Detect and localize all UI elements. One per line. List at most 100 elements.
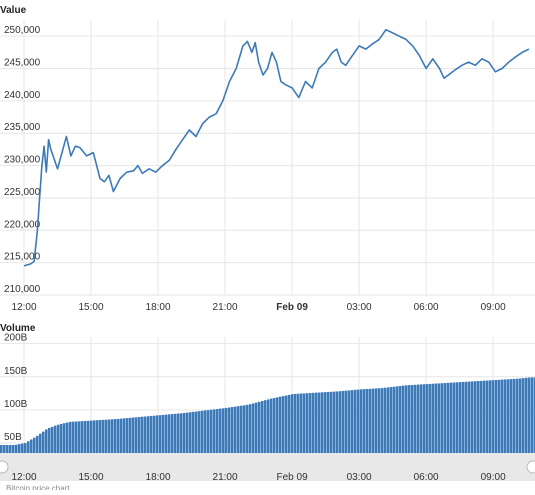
volume-bar <box>486 380 489 453</box>
volume-bar <box>369 388 372 453</box>
volume-bar <box>24 443 27 453</box>
volume-bar <box>522 378 525 453</box>
volume-bar <box>417 384 420 453</box>
volume-bar <box>252 403 255 453</box>
volume-bar <box>249 404 252 453</box>
volume-bar <box>438 383 441 453</box>
volume-bar <box>276 397 279 453</box>
volume-bar <box>510 379 513 453</box>
volume-bar <box>372 388 375 453</box>
price-x-tick-label: Feb 09 <box>276 302 308 313</box>
volume-bar <box>504 379 507 453</box>
price-y-tick-label: 240,000 <box>4 90 41 101</box>
volume-bar <box>366 389 369 453</box>
volume-bar <box>102 419 105 453</box>
volume-bar <box>231 407 234 453</box>
volume-bar <box>462 381 465 453</box>
volume-bar <box>480 380 483 453</box>
volume-bar <box>435 383 438 453</box>
volume-bar <box>189 412 192 453</box>
volume-bar <box>453 382 456 453</box>
volume-bar <box>471 381 474 453</box>
volume-bar <box>456 382 459 453</box>
volume-bar <box>357 389 360 453</box>
price-y-axis: 210,000 215,000 220,000 225,000 230,000 235,0… <box>4 25 41 295</box>
volume-bar <box>60 423 63 453</box>
volume-bar <box>42 431 45 453</box>
volume-bar <box>408 385 411 453</box>
volume-bar <box>18 444 21 453</box>
volume-bar <box>279 396 282 453</box>
volume-bar <box>321 392 324 453</box>
volume-bar <box>120 418 123 453</box>
volume-bar <box>183 412 186 453</box>
volume-bar <box>174 413 177 453</box>
price-series <box>23 28 530 267</box>
volume-bar <box>27 441 30 453</box>
volume-bar <box>459 382 462 453</box>
price-x-tick-label: 12:00 <box>11 302 36 313</box>
volume-bar <box>501 379 504 453</box>
volume-bar <box>351 390 354 453</box>
price-panel-title: Value <box>0 5 27 16</box>
volume-x-tick-label: Feb 09 <box>277 472 309 483</box>
volume-bar <box>219 408 222 453</box>
volume-panel-title: Volume <box>0 323 36 334</box>
volume-bar <box>363 389 366 453</box>
volume-x-tick-label: 18:00 <box>146 472 171 483</box>
volume-bar <box>135 417 138 453</box>
volume-bar <box>330 391 333 453</box>
volume-bar <box>15 444 18 453</box>
volume-bar <box>525 377 528 453</box>
volume-bar <box>117 418 120 453</box>
price-y-tick-label: 235,000 <box>4 122 41 133</box>
volume-bar <box>33 437 36 453</box>
volume-bar <box>186 412 189 453</box>
navigator-bar[interactable] <box>0 453 535 481</box>
volume-bar <box>273 398 276 453</box>
volume-bar <box>291 394 294 453</box>
volume-bar <box>225 407 228 453</box>
volume-bar <box>141 416 144 453</box>
volume-bar <box>360 389 363 453</box>
price-x-tick-label: 18:00 <box>146 302 171 313</box>
price-line <box>23 28 530 267</box>
volume-bar <box>51 426 54 453</box>
volume-bar <box>339 391 342 453</box>
volume-x-tick-label: 15:00 <box>79 472 104 483</box>
volume-bar <box>465 381 468 453</box>
volume-bar <box>105 419 108 453</box>
volume-bar <box>96 420 99 453</box>
volume-bar <box>423 384 426 453</box>
volume-bar <box>441 383 444 453</box>
navigator-left-handle[interactable] <box>0 460 9 474</box>
volume-bar <box>159 415 162 453</box>
volume-bar <box>39 433 42 453</box>
price-y-tick-label: 220,000 <box>4 219 41 230</box>
volume-bar <box>99 420 102 453</box>
volume-bar <box>303 393 306 453</box>
volume-bar <box>258 401 261 453</box>
volume-bar <box>243 405 246 453</box>
navigator-right-handle[interactable] <box>526 460 535 474</box>
volume-x-axis: 12:00 15:00 18:00 21:00 Feb 09 03:00 06:00 09:0… <box>11 472 506 483</box>
volume-x-tick-label: 03:00 <box>347 472 372 483</box>
volume-bar <box>21 443 24 453</box>
volume-bar <box>78 421 81 453</box>
volume-bar <box>165 414 168 453</box>
chart-credit: Bitcoin price chart <box>6 484 70 490</box>
volume-bar <box>315 392 318 453</box>
volume-bar <box>129 417 132 453</box>
volume-bar <box>81 421 84 453</box>
volume-bar <box>324 392 327 453</box>
volume-bar <box>420 384 423 453</box>
volume-bar <box>513 378 516 453</box>
volume-bar <box>261 401 264 453</box>
volume-bar <box>180 413 183 453</box>
volume-bar <box>378 388 381 453</box>
volume-bar <box>204 410 207 453</box>
volume-bar <box>222 408 225 453</box>
volume-bar <box>405 385 408 453</box>
volume-bar <box>519 378 522 453</box>
